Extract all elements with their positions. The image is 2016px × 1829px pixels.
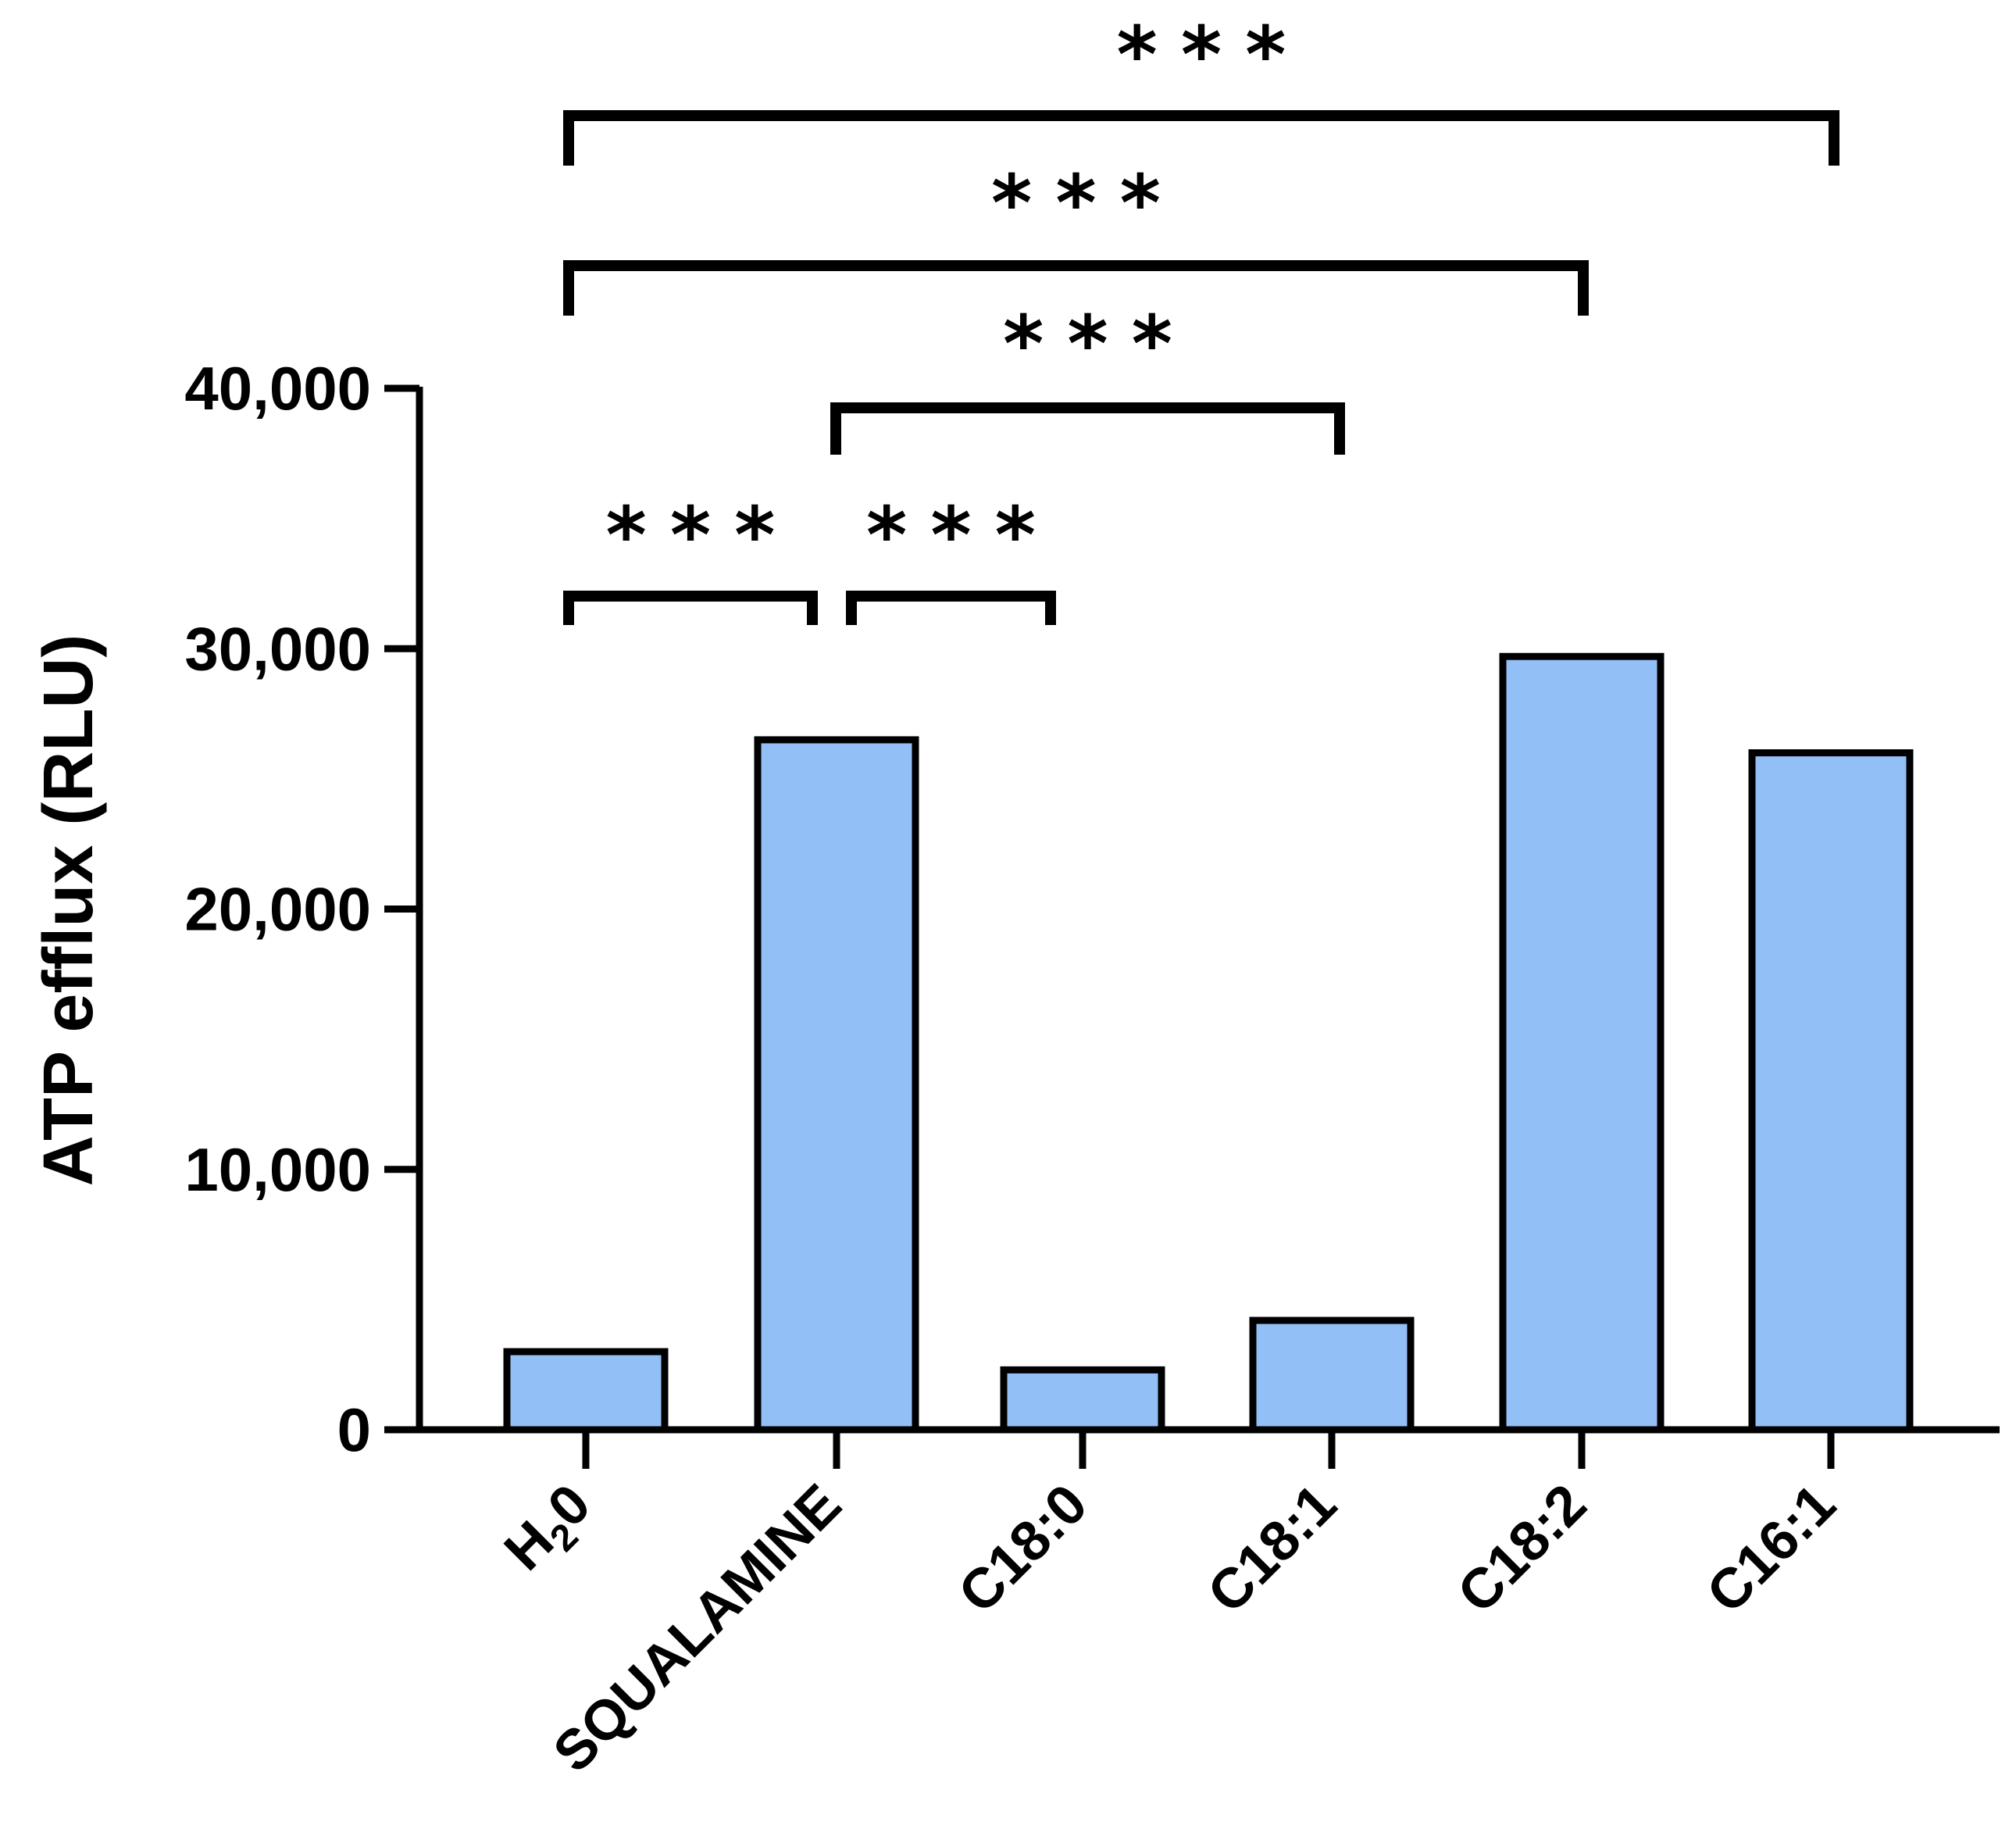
significance-label-2: ***: [1003, 298, 1196, 390]
bar-3: [1249, 1316, 1415, 1434]
significance-brackets-group: *** *** *** *** ***: [563, 9, 1839, 625]
y-tick-label-3: 30,000: [184, 614, 371, 683]
x-tick-label-2: C18:0: [947, 1473, 1099, 1625]
bar-2: [1000, 1366, 1165, 1434]
significance-label-1: ***: [866, 490, 1059, 581]
x-tick-label-4: C18:2: [1446, 1473, 1598, 1625]
bar-4: [1499, 652, 1665, 1434]
y-axis-title: ATP efflux (RLU): [30, 634, 108, 1187]
significance-bracket-4: [563, 110, 1839, 166]
y-tick-label-4: 40,000: [184, 354, 371, 423]
bars-group: [503, 652, 1914, 1434]
x-tick-label-5: C16:1: [1695, 1473, 1847, 1625]
bar-0: [503, 1348, 669, 1434]
y-ticks-group: 0 10,000 20,000 30,000 40,000: [184, 354, 419, 1464]
significance-bracket-2: [830, 402, 1345, 455]
bar-1: [754, 736, 919, 1434]
bar-5: [1748, 749, 1914, 1434]
significance-bracket-0: [563, 591, 818, 625]
x-tick-label-3: C18:1: [1196, 1473, 1348, 1625]
significance-label-4: ***: [1117, 9, 1310, 101]
x-tick-label-0: H20: [493, 1473, 608, 1588]
y-tick-label-2: 20,000: [184, 875, 371, 944]
significance-bracket-1: [846, 591, 1056, 625]
y-tick-label-1: 10,000: [184, 1135, 371, 1204]
y-tick-label-0: 0: [337, 1395, 371, 1464]
significance-label-0: ***: [606, 490, 799, 581]
significance-label-3: ***: [991, 158, 1184, 249]
significance-bracket-3: [563, 260, 1589, 316]
